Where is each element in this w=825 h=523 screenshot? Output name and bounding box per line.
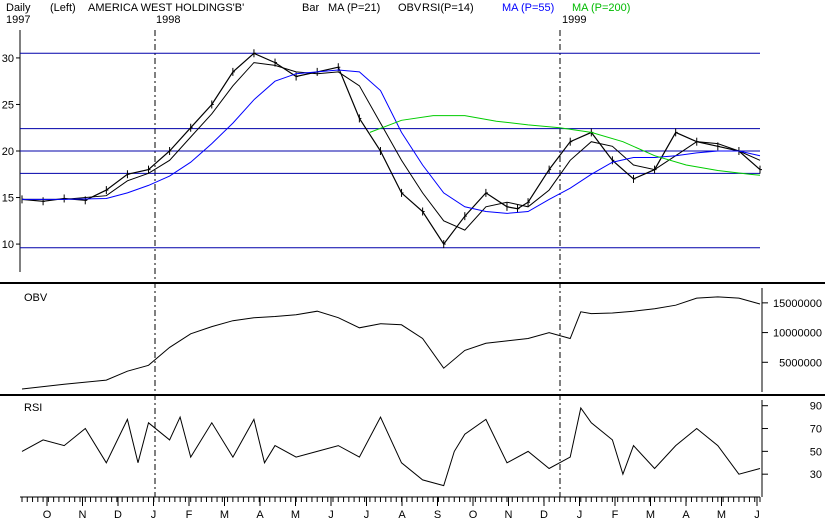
y-tick-label: 90 xyxy=(810,401,822,413)
x-tick-label: J xyxy=(364,509,370,521)
year-1998-label: 1998 xyxy=(156,14,180,26)
obv-panel-title: OBV xyxy=(24,292,48,304)
x-tick-label: O xyxy=(469,509,478,521)
x-tick-label: M xyxy=(220,509,229,521)
rsi-legend: RSI(P=14) xyxy=(422,2,474,14)
x-tick-label: N xyxy=(505,509,513,521)
period-label: Daily xyxy=(6,2,31,14)
ma200-legend: MA (P=200) xyxy=(572,2,630,14)
x-tick-label: F xyxy=(612,509,619,521)
y-tick-label: 15 xyxy=(2,193,14,205)
obv-panel: 5000000 10000000 15000000 xyxy=(21,288,822,392)
bar-legend: Bar xyxy=(302,2,319,14)
x-tick-label: N xyxy=(79,509,87,521)
series-line-ma-p-200 xyxy=(369,115,761,176)
x-tick-label: J xyxy=(577,509,583,521)
x-tick-label: M xyxy=(646,509,655,521)
y-tick-label: 50 xyxy=(810,446,822,458)
x-tick-label: A xyxy=(256,509,264,521)
x-tick-label: J xyxy=(151,509,157,521)
y-tick-label: 10 xyxy=(2,239,14,251)
year-1997-label: 1997 xyxy=(6,14,30,26)
y-tick-label: 5000000 xyxy=(779,357,822,369)
obv-legend: OBV xyxy=(398,2,422,14)
series-line-obv xyxy=(21,296,761,390)
series-line-bar xyxy=(21,52,761,246)
y-tick-label: 25 xyxy=(2,99,14,111)
x-tick-label: M xyxy=(717,509,726,521)
series-line-ma-p-21 xyxy=(22,62,761,231)
x-tick-label: A xyxy=(398,509,406,521)
x-tick-label: J xyxy=(328,509,334,521)
scale-side-label: (Left) xyxy=(50,2,76,14)
x-tick-label: O xyxy=(43,509,52,521)
series-line-ma-p-55 xyxy=(22,69,761,214)
x-tick-label: M xyxy=(291,509,300,521)
security-name: AMERICA WEST HOLDINGS'B' xyxy=(88,2,244,14)
ma55-legend: MA (P=55) xyxy=(502,2,554,14)
x-tick-label: A xyxy=(682,509,690,521)
rsi-panel-title: RSI xyxy=(24,402,42,414)
price-panel: 10 15 20 25 30 xyxy=(2,49,762,251)
ma21-legend: MA (P=21) xyxy=(328,2,380,14)
rsi-panel: 30 50 70 90 xyxy=(21,400,822,497)
y-tick-label: 70 xyxy=(810,424,822,436)
y-tick-label: 20 xyxy=(2,146,14,158)
y-tick-label: 30 xyxy=(810,469,822,481)
series-line-rsi-p-14 xyxy=(21,406,761,487)
x-tick-label: S xyxy=(434,509,441,521)
x-tick-label: F xyxy=(186,509,193,521)
y-tick-label: 15000000 xyxy=(773,298,822,310)
y-tick-label: 10000000 xyxy=(773,328,822,340)
y-tick-label: 30 xyxy=(2,53,14,65)
x-tick-label: J xyxy=(754,509,760,521)
x-tick-label: D xyxy=(114,509,122,521)
year-1999-label: 1999 xyxy=(562,14,586,26)
x-tick-label: D xyxy=(540,509,548,521)
